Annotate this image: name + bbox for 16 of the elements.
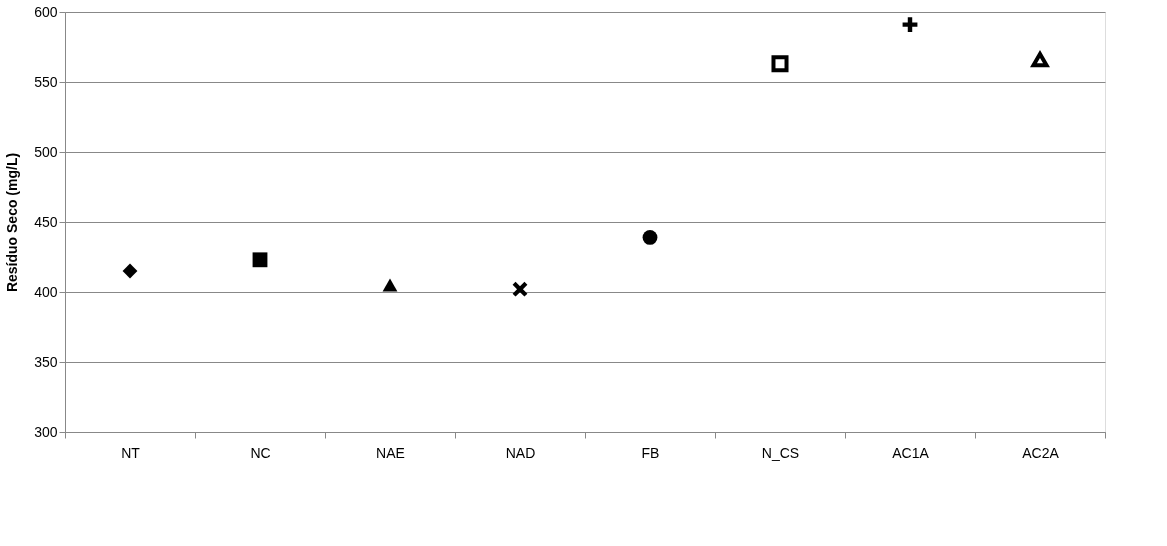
y-tick-label: 400 [34,283,58,300]
y-tick-label: 500 [34,143,58,160]
y-tick-label: 600 [34,3,58,20]
y-tick-label: 300 [34,423,58,440]
x-tick-label: AC2A [1022,444,1060,461]
y-tick-label: 450 [34,213,58,230]
y-tick-label: 550 [34,73,58,90]
y-tick-label: 350 [34,353,58,370]
x-tick-label: NAE [376,444,405,461]
x-tick-label: NT [121,444,141,461]
y-axis-title: Resíduo Seco (mg/L) [4,152,21,293]
x-tick-label: N_CS [761,444,800,461]
x-tick-label: NAD [505,444,536,461]
x-tick-label: AC1A [892,444,930,461]
x-tick-label: FB [641,444,660,461]
x-tick-label: NC [250,444,271,461]
